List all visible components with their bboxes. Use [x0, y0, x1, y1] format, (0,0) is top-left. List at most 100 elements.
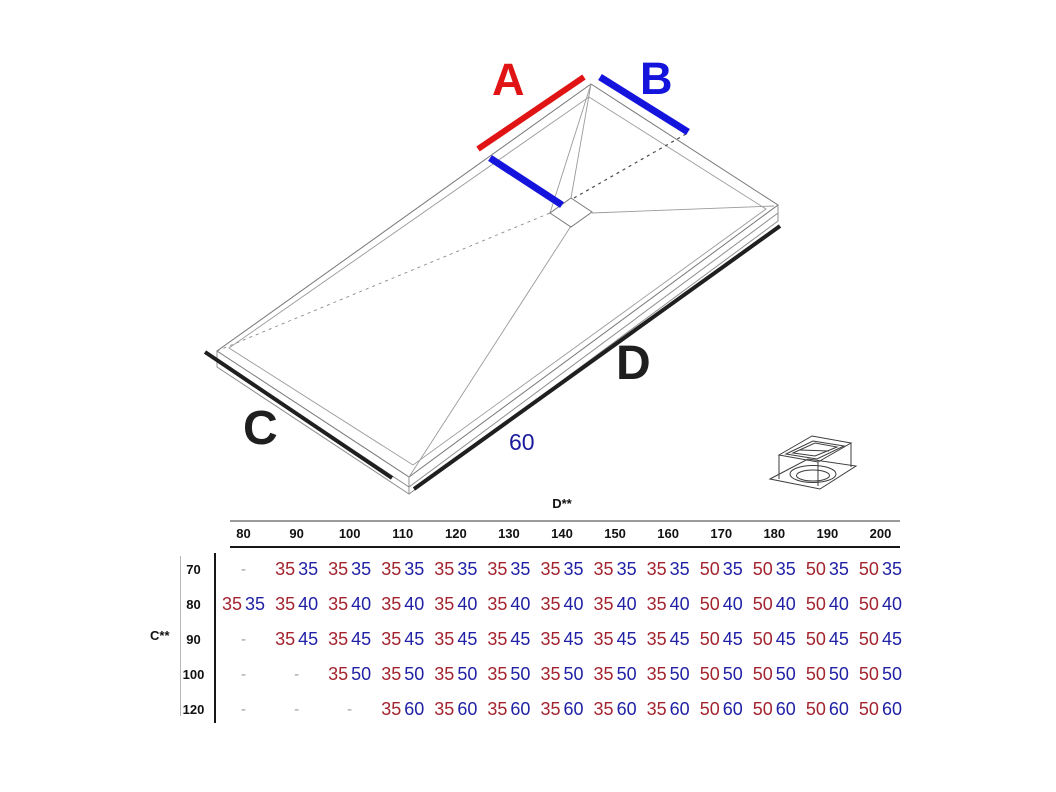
cell-value-blue: 35 — [881, 559, 902, 579]
cell-value-blue: 40 — [563, 594, 584, 614]
cell-value-blue: 40 — [298, 594, 319, 614]
size-cell: 50 60 — [801, 692, 854, 727]
column-header: 140 — [551, 526, 573, 541]
cell-value-blue: 45 — [881, 629, 902, 649]
dimension-label-b: B — [640, 53, 673, 104]
table-header-row: 80 90 100 110 120 130 140 150 160 170 180 190 200 — [217, 525, 907, 542]
cell-value-blue: 45 — [616, 629, 637, 649]
cell-value-blue: 60 — [881, 699, 902, 719]
cell-value-blue: 50 — [881, 664, 902, 684]
size-cell: - — [217, 552, 270, 587]
cell-value-red: 50 — [858, 559, 879, 579]
size-cell: 35 50 — [535, 657, 588, 692]
cell-value-blue: 35 — [669, 559, 690, 579]
cell-value-blue: 45 — [722, 629, 743, 649]
size-cell: 35 50 — [323, 657, 376, 692]
size-cell: 35 50 — [376, 657, 429, 692]
cell-value-red: 35 — [381, 594, 402, 614]
cell-value-red: 50 — [858, 594, 879, 614]
cell-value-red: 35 — [328, 594, 349, 614]
cell-value-blue: 50 — [775, 664, 796, 684]
size-cell: 50 60 — [748, 692, 801, 727]
size-cell: 35 45 — [589, 622, 642, 657]
cell-value-red: 35 — [593, 664, 614, 684]
cell-value-blue: 40 — [722, 594, 743, 614]
size-cell: 35 50 — [429, 657, 482, 692]
size-cell: 35 40 — [482, 587, 535, 622]
size-cell: 35 35 — [323, 552, 376, 587]
column-header: 90 — [289, 526, 304, 541]
cell-value-red: 50 — [752, 664, 773, 684]
size-cell: 35 40 — [535, 587, 588, 622]
cell-value-blue: 60 — [669, 699, 690, 719]
cell-value-red: 35 — [646, 699, 667, 719]
measure-line-c — [203, 350, 394, 480]
column-header: 170 — [710, 526, 733, 541]
cell-value-blue: 60 — [457, 699, 478, 719]
size-cell: 35 40 — [323, 587, 376, 622]
cell-value-red: 35 — [540, 629, 561, 649]
cell-value-blue: 60 — [722, 699, 743, 719]
cell-value-blue: 60 — [775, 699, 796, 719]
table-row-labels: 70 80 90 100 120 — [175, 552, 212, 727]
cell-value-red: 50 — [752, 629, 773, 649]
size-cell: 50 45 — [695, 622, 748, 657]
cell-value-red: 35 — [275, 559, 296, 579]
cell-value-blue: 50 — [828, 664, 849, 684]
row-label-right-rule — [214, 553, 216, 723]
size-cell: 50 45 — [801, 622, 854, 657]
cell-value-red: 35 — [275, 629, 296, 649]
cell-value-red: 35 — [434, 629, 455, 649]
size-cell: 35 35 — [270, 552, 323, 587]
size-cell: 50 35 — [854, 552, 907, 587]
measure-line-drain-offset — [488, 155, 564, 208]
size-cell: 50 35 — [695, 552, 748, 587]
cell-value-red: 35 — [487, 594, 508, 614]
row-header: 100 — [182, 667, 205, 682]
cell-value-red: 50 — [858, 664, 879, 684]
cell-value-blue: 35 — [298, 559, 319, 579]
cell-value-blue: 45 — [669, 629, 690, 649]
not-available-dash: - — [347, 701, 353, 718]
cell-value-red: 50 — [858, 699, 879, 719]
row-header: 70 — [186, 562, 201, 577]
cell-value-red: 50 — [805, 629, 826, 649]
size-cell: 35 60 — [376, 692, 429, 727]
size-cell: 50 40 — [695, 587, 748, 622]
cell-value-red: 35 — [328, 664, 349, 684]
cell-value-red: 35 — [434, 664, 455, 684]
cell-value-blue: 45 — [298, 629, 319, 649]
not-available-dash: - — [294, 701, 300, 718]
cell-value-blue: 40 — [881, 594, 902, 614]
size-cell: 35 60 — [429, 692, 482, 727]
cell-value-red: 35 — [646, 664, 667, 684]
cell-value-blue: 60 — [404, 699, 425, 719]
cell-value-red: 50 — [699, 629, 720, 649]
not-available-dash: - — [241, 701, 247, 718]
size-cell: 50 45 — [748, 622, 801, 657]
cell-value-red: 50 — [699, 699, 720, 719]
size-cell: 50 50 — [854, 657, 907, 692]
size-cell: 50 50 — [695, 657, 748, 692]
drain-square — [549, 197, 593, 228]
col-axis-label: D** — [552, 496, 572, 511]
cell-value-blue: 60 — [616, 699, 637, 719]
not-available-dash: - — [241, 666, 247, 683]
cell-value-blue: 50 — [669, 664, 690, 684]
cell-value-blue: 60 — [510, 699, 531, 719]
cell-value-red: 35 — [381, 559, 402, 579]
cell-value-blue: 45 — [457, 629, 478, 649]
column-header: 160 — [657, 526, 679, 541]
cell-value-red: 50 — [752, 594, 773, 614]
size-cell: - — [270, 657, 323, 692]
size-cell: 35 35 — [376, 552, 429, 587]
dimension-label-d: D — [616, 337, 651, 390]
column-header: 100 — [338, 526, 361, 541]
cell-value-red: 35 — [434, 559, 455, 579]
cell-value-red: 50 — [752, 699, 773, 719]
cell-value-blue: 50 — [457, 664, 478, 684]
size-cell: 35 60 — [642, 692, 695, 727]
column-header: 130 — [498, 526, 520, 541]
